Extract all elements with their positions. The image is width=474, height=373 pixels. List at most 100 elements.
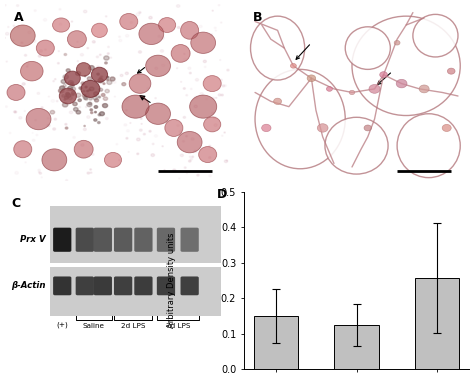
Ellipse shape <box>199 147 217 163</box>
Circle shape <box>211 34 212 35</box>
Circle shape <box>161 37 164 39</box>
Circle shape <box>5 32 9 35</box>
Circle shape <box>103 83 105 84</box>
Circle shape <box>189 72 191 74</box>
Circle shape <box>95 99 99 102</box>
Circle shape <box>102 104 108 107</box>
Text: β-Actin: β-Actin <box>11 281 46 290</box>
Circle shape <box>327 87 332 91</box>
Circle shape <box>63 75 68 79</box>
Circle shape <box>442 124 451 132</box>
Circle shape <box>76 110 81 114</box>
Circle shape <box>66 88 70 91</box>
Circle shape <box>189 160 191 162</box>
Circle shape <box>41 107 43 109</box>
Circle shape <box>92 41 95 43</box>
Circle shape <box>89 66 94 70</box>
Ellipse shape <box>64 71 80 85</box>
Circle shape <box>192 156 194 157</box>
Circle shape <box>87 172 90 174</box>
Circle shape <box>17 4 19 6</box>
Ellipse shape <box>76 63 91 76</box>
Circle shape <box>212 10 213 11</box>
Circle shape <box>13 25 15 26</box>
Circle shape <box>222 85 225 87</box>
Circle shape <box>106 16 107 17</box>
Circle shape <box>57 63 59 64</box>
Circle shape <box>81 144 84 146</box>
Ellipse shape <box>158 18 176 32</box>
Circle shape <box>221 94 223 96</box>
Circle shape <box>103 97 108 100</box>
Circle shape <box>100 77 101 79</box>
Circle shape <box>161 105 163 106</box>
FancyBboxPatch shape <box>181 276 199 295</box>
Circle shape <box>64 91 67 94</box>
Circle shape <box>62 95 65 97</box>
Circle shape <box>180 154 183 157</box>
Ellipse shape <box>352 16 460 116</box>
Circle shape <box>216 97 217 98</box>
Circle shape <box>65 123 67 125</box>
FancyBboxPatch shape <box>181 228 199 252</box>
Circle shape <box>369 85 380 93</box>
Circle shape <box>173 169 176 171</box>
Circle shape <box>83 128 86 131</box>
Circle shape <box>84 125 85 126</box>
Circle shape <box>87 47 89 49</box>
Ellipse shape <box>345 27 390 69</box>
Circle shape <box>139 129 142 131</box>
Circle shape <box>190 158 192 160</box>
Text: Saline: Saline <box>83 323 105 329</box>
Text: 7d LPS: 7d LPS <box>165 323 190 329</box>
Circle shape <box>364 125 372 131</box>
Ellipse shape <box>171 44 190 62</box>
Circle shape <box>203 60 206 63</box>
Circle shape <box>194 105 197 108</box>
Circle shape <box>138 51 142 53</box>
Circle shape <box>56 100 58 102</box>
Text: D: D <box>217 188 227 201</box>
Circle shape <box>176 4 180 7</box>
Circle shape <box>21 42 23 44</box>
Circle shape <box>220 79 222 81</box>
Circle shape <box>184 167 186 169</box>
Circle shape <box>107 70 108 72</box>
Circle shape <box>149 16 152 19</box>
Circle shape <box>35 119 36 121</box>
Ellipse shape <box>191 32 216 53</box>
Circle shape <box>213 116 216 119</box>
FancyBboxPatch shape <box>50 263 221 267</box>
Circle shape <box>91 112 93 113</box>
Ellipse shape <box>26 109 51 130</box>
Circle shape <box>184 53 185 54</box>
FancyBboxPatch shape <box>114 228 132 252</box>
Circle shape <box>64 96 69 99</box>
Circle shape <box>71 94 73 96</box>
Circle shape <box>106 117 108 120</box>
Circle shape <box>73 98 76 100</box>
Circle shape <box>177 68 178 69</box>
Circle shape <box>71 21 73 22</box>
Circle shape <box>186 94 188 96</box>
Circle shape <box>136 13 140 16</box>
Circle shape <box>197 174 199 176</box>
Circle shape <box>107 81 112 84</box>
Circle shape <box>68 86 73 90</box>
Circle shape <box>67 83 68 84</box>
Ellipse shape <box>146 55 171 76</box>
Ellipse shape <box>129 74 151 93</box>
Circle shape <box>14 111 16 113</box>
Circle shape <box>100 112 104 116</box>
Circle shape <box>186 135 187 137</box>
Circle shape <box>212 97 215 99</box>
Circle shape <box>101 94 105 96</box>
Circle shape <box>126 110 128 111</box>
Ellipse shape <box>91 67 108 82</box>
Circle shape <box>110 77 115 81</box>
Circle shape <box>89 98 92 100</box>
Circle shape <box>83 96 87 99</box>
Circle shape <box>224 160 228 163</box>
Circle shape <box>73 107 78 111</box>
Ellipse shape <box>59 88 76 104</box>
